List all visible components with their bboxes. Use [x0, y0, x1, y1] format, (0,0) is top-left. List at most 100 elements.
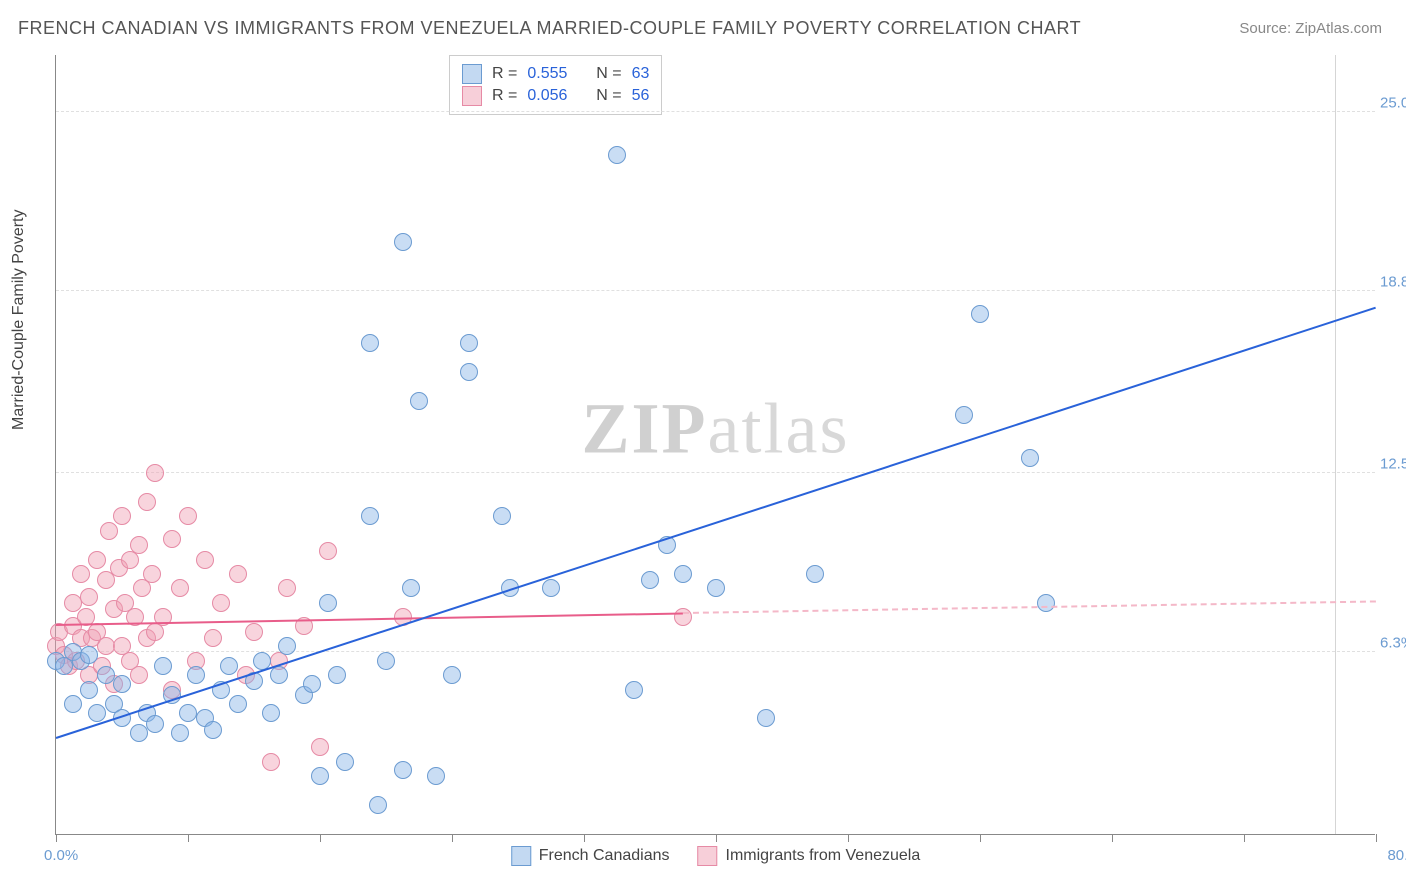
gridline	[56, 472, 1375, 473]
source-link[interactable]: ZipAtlas.com	[1295, 20, 1382, 37]
swatch-pink	[462, 86, 482, 106]
data-point	[113, 675, 131, 693]
data-point	[154, 657, 172, 675]
series-legend: French Canadians Immigrants from Venezue…	[511, 846, 921, 866]
data-point	[608, 146, 626, 164]
data-point	[229, 565, 247, 583]
data-point	[971, 305, 989, 323]
data-point	[410, 392, 428, 410]
data-point	[88, 704, 106, 722]
correlation-legend: R = 0.555 N = 63 R = 0.056 N = 56	[449, 55, 662, 115]
data-point	[493, 507, 511, 525]
data-point	[80, 681, 98, 699]
data-point	[97, 637, 115, 655]
source-label: Source: ZipAtlas.com	[1239, 20, 1382, 37]
data-point	[171, 579, 189, 597]
data-point	[707, 579, 725, 597]
legend-row-pink: R = 0.056 N = 56	[462, 86, 649, 106]
data-point	[311, 767, 329, 785]
data-point	[361, 507, 379, 525]
swatch-blue-icon	[511, 846, 531, 866]
r-value-blue: 0.555	[527, 65, 567, 83]
xtick	[716, 834, 717, 842]
data-point	[80, 588, 98, 606]
xtick	[848, 834, 849, 842]
data-point	[72, 565, 90, 583]
data-point	[229, 695, 247, 713]
data-point	[394, 761, 412, 779]
n-value-pink: 56	[632, 87, 650, 105]
data-point	[319, 594, 337, 612]
data-point	[311, 738, 329, 756]
x-min-label: 0.0%	[44, 847, 78, 864]
gridline	[56, 290, 1375, 291]
data-point	[130, 666, 148, 684]
data-point	[187, 666, 205, 684]
data-point	[146, 464, 164, 482]
x-max-label: 80.0%	[1387, 847, 1406, 864]
data-point	[245, 623, 263, 641]
trend-line	[683, 601, 1376, 615]
data-point	[262, 753, 280, 771]
data-point	[1037, 594, 1055, 612]
data-point	[278, 579, 296, 597]
ytick-label: 6.3%	[1380, 635, 1406, 652]
data-point	[394, 233, 412, 251]
plot-area: ZIPatlas R = 0.555 N = 63 R = 0.056 N = …	[55, 55, 1375, 835]
gridline	[56, 651, 1375, 652]
data-point	[955, 406, 973, 424]
data-point	[641, 571, 659, 589]
data-point	[625, 681, 643, 699]
legend-item-pink: Immigrants from Venezuela	[698, 846, 921, 866]
y-axis-label: Married-Couple Family Poverty	[10, 209, 28, 430]
data-point	[377, 652, 395, 670]
data-point	[146, 715, 164, 733]
data-point	[757, 709, 775, 727]
data-point	[80, 646, 98, 664]
trend-line	[56, 612, 683, 626]
xtick	[1244, 834, 1245, 842]
chart-title: FRENCH CANADIAN VS IMMIGRANTS FROM VENEZ…	[18, 18, 1081, 39]
data-point	[196, 551, 214, 569]
xtick	[320, 834, 321, 842]
swatch-pink-icon	[698, 846, 718, 866]
n-value-blue: 63	[632, 65, 650, 83]
xtick	[452, 834, 453, 842]
xtick	[56, 834, 57, 842]
data-point	[220, 657, 238, 675]
data-point	[130, 724, 148, 742]
data-point	[171, 724, 189, 742]
data-point	[212, 594, 230, 612]
data-point	[319, 542, 337, 560]
data-point	[179, 704, 197, 722]
xtick	[1112, 834, 1113, 842]
data-point	[303, 675, 321, 693]
data-point	[64, 594, 82, 612]
gridline	[56, 111, 1375, 112]
ytick-label: 12.5%	[1380, 455, 1406, 472]
data-point	[262, 704, 280, 722]
watermark: ZIPatlas	[582, 387, 850, 470]
r-value-pink: 0.056	[527, 87, 567, 105]
data-point	[204, 721, 222, 739]
xtick	[584, 834, 585, 842]
data-point	[443, 666, 461, 684]
data-point	[1021, 449, 1039, 467]
xtick	[1376, 834, 1377, 842]
data-point	[113, 507, 131, 525]
data-point	[460, 363, 478, 381]
data-point	[369, 796, 387, 814]
data-point	[138, 493, 156, 511]
xtick	[188, 834, 189, 842]
xtick	[980, 834, 981, 842]
data-point	[336, 753, 354, 771]
data-point	[542, 579, 560, 597]
data-point	[278, 637, 296, 655]
data-point	[328, 666, 346, 684]
data-point	[100, 522, 118, 540]
legend-row-blue: R = 0.555 N = 63	[462, 64, 649, 84]
data-point	[179, 507, 197, 525]
ytick-label: 18.8%	[1380, 273, 1406, 290]
data-point	[270, 666, 288, 684]
data-point	[460, 334, 478, 352]
